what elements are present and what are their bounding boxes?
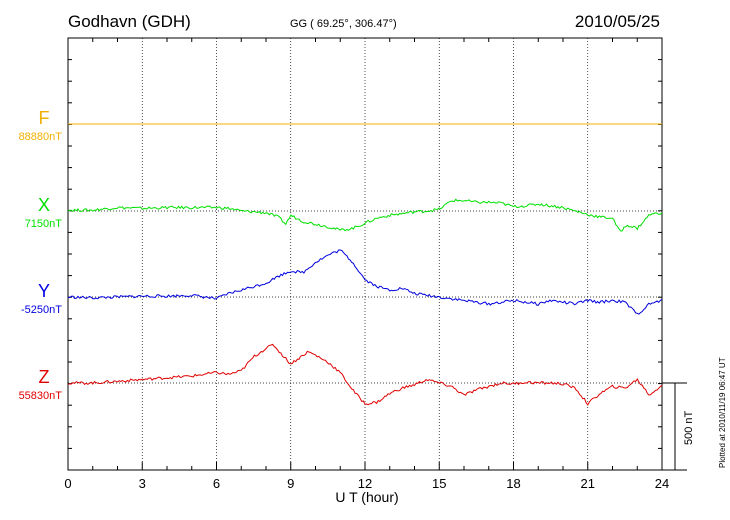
series-baseline-x: 7150nT <box>25 218 63 230</box>
scale-bar-label: 500 nT <box>683 410 695 445</box>
series-labels: F 88880nT X 7150nT Y -5250nT Z 55830nT <box>19 108 63 402</box>
x-tick-label: 12 <box>358 476 372 491</box>
x-tick-labels: 0 3 6 9 12 15 18 21 24 <box>64 476 669 491</box>
station-title: Godhavn (GDH) <box>68 12 191 31</box>
scale-bar: 500 nT <box>662 382 695 471</box>
grid-lines <box>67 38 663 470</box>
series-lines <box>67 123 663 406</box>
x-tick-label: 3 <box>139 476 146 491</box>
series-name-y: Y <box>38 281 50 301</box>
x-tick-label: 6 <box>213 476 220 491</box>
x-tick-label: 21 <box>581 476 595 491</box>
x-tick-label: 9 <box>287 476 294 491</box>
minor-ticks <box>68 38 662 470</box>
series-baseline-f: 88880nT <box>19 131 63 143</box>
x-tick-label: 0 <box>64 476 71 491</box>
series-baseline-z: 55830nT <box>19 390 63 402</box>
series-line-z <box>67 343 663 406</box>
date-title: 2010/05/25 <box>575 12 660 31</box>
plotted-note: Plotted at 2010/11/19 06:47 UT <box>718 357 727 468</box>
x-tick-label: 24 <box>655 476 669 491</box>
x-axis-label: U T (hour) <box>335 489 398 505</box>
series-name-x: X <box>38 195 50 215</box>
station-coords: GG ( 69.25°, 306.47°) <box>290 18 397 30</box>
series-line-x <box>67 198 663 232</box>
series-name-f: F <box>39 108 50 128</box>
series-name-z: Z <box>39 367 50 387</box>
x-tick-label: 15 <box>432 476 446 491</box>
x-tick-label: 18 <box>506 476 520 491</box>
series-line-y <box>67 249 663 315</box>
series-baseline-y: -5250nT <box>21 304 62 316</box>
